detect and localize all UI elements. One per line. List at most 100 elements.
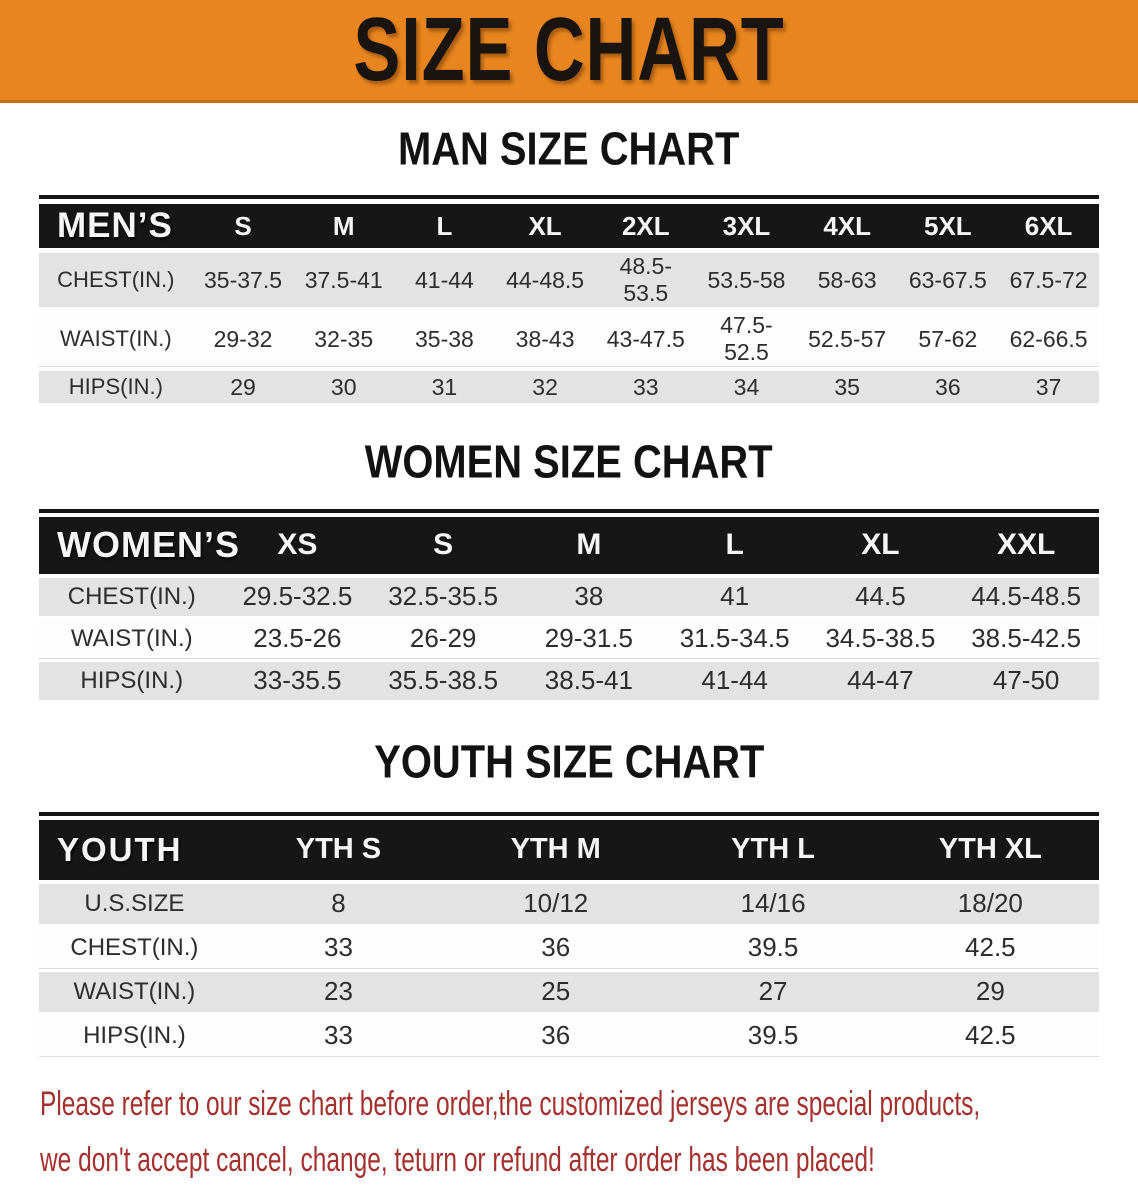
size-value: 57-62: [897, 312, 999, 367]
column-header: XS: [224, 516, 371, 574]
column-header: L: [661, 516, 808, 574]
column-header: M: [293, 204, 395, 249]
row-label: HIPS(IN.): [39, 1015, 230, 1056]
size-value: 36: [447, 927, 665, 968]
table-row: HIPS(IN.) 33 36 39.5 42.5: [39, 1015, 1099, 1056]
column-header: 2XL: [595, 204, 697, 249]
size-value: 29-31.5: [516, 619, 662, 658]
column-header: YTH M: [447, 819, 665, 880]
youth-size-section: YOUTH SIZE CHART YOUTH YTH S YTH M YTH L YTH…: [0, 704, 1138, 1060]
size-value: 67.5-72: [998, 253, 1099, 308]
column-header: 5XL: [897, 204, 999, 249]
table-header-row: WOMEN’S XS S M L XL XXL: [39, 516, 1099, 574]
row-label: HIPS(IN.): [39, 661, 225, 700]
table-corner-label: WOMEN’S: [39, 516, 239, 574]
row-label: CHEST(IN.): [39, 253, 193, 308]
youth-size-table: YOUTH YTH S YTH M YTH L YTH XL U.S.SIZE 8 10/12…: [39, 811, 1099, 1060]
size-value: 53.5-58: [696, 253, 797, 308]
size-value: 32: [494, 371, 596, 404]
size-value: 23.5-26: [224, 619, 371, 658]
size-value: 62-66.5: [998, 312, 1099, 367]
size-value: 30: [293, 371, 395, 404]
row-label: HIPS(IN.): [39, 371, 193, 404]
column-header: YTH S: [229, 819, 448, 880]
size-value: 37.5-41: [293, 253, 395, 308]
women-section-heading-text: WOMEN SIZE CHART: [365, 435, 773, 488]
size-value: 29-32: [192, 312, 294, 367]
table-row: WAIST(IN.) 23.5-26 26-29 29-31.5 31.5-34.5 34…: [39, 619, 1099, 658]
size-value: 38.5-42.5: [953, 619, 1099, 658]
table-corner-label: MEN’S: [39, 204, 193, 249]
size-value: 34: [696, 371, 797, 404]
women-size-table: WOMEN’S XS S M L XL XXL CHEST(IN.) 29.5-32.5 32.5…: [39, 508, 1099, 704]
youth-section-heading: YOUTH SIZE CHART: [0, 704, 1138, 812]
table-row: CHEST(IN.) 35-37.5 37.5-41 41-44 44-48.5 48.5…: [39, 253, 1099, 308]
size-value: 29: [881, 971, 1099, 1012]
size-value: 32-35: [293, 312, 395, 367]
table-row: CHEST(IN.) 33 36 39.5 42.5: [39, 927, 1099, 968]
size-value: 41-44: [394, 253, 495, 308]
size-value: 29.5-32.5: [224, 577, 371, 616]
size-value: 18/20: [881, 883, 1099, 924]
column-header: YTH XL: [881, 819, 1099, 880]
table-header-row: MEN’S S M L XL 2XL 3XL 4XL 5XL 6XL: [39, 204, 1099, 249]
size-value: 38-43: [494, 312, 596, 367]
row-label: CHEST(IN.): [39, 927, 230, 968]
table-row: WAIST(IN.) 29-32 32-35 35-38 38-43 43-47.5 47.…: [39, 312, 1099, 367]
row-label: WAIST(IN.): [39, 619, 225, 658]
size-value: 52.5-57: [796, 312, 898, 367]
column-header: L: [394, 204, 495, 249]
table-row: CHEST(IN.) 29.5-32.5 32.5-35.5 38 41 44.5 44.5…: [39, 577, 1099, 616]
size-value: 36: [897, 371, 999, 404]
table-corner-label: YOUTH: [39, 819, 230, 880]
size-value: 58-63: [796, 253, 898, 308]
column-header: 3XL: [696, 204, 797, 249]
size-value: 63-67.5: [897, 253, 999, 308]
size-value: 29: [192, 371, 294, 404]
table-header-row: YOUTH YTH S YTH M YTH L YTH XL: [39, 819, 1099, 880]
size-value: 35.5-38.5: [370, 661, 516, 700]
size-value: 43-47.5: [595, 312, 697, 367]
size-value: 41-44: [661, 661, 808, 700]
size-chart-title: SIZE CHART: [353, 0, 785, 100]
size-value: 38: [516, 577, 662, 616]
size-value: 41: [661, 577, 808, 616]
size-value: 8: [229, 883, 448, 924]
size-value: 44-47: [807, 661, 954, 700]
man-section-heading-text: MAN SIZE CHART: [398, 122, 740, 175]
size-value: 47.5-52.5: [696, 312, 797, 367]
youth-section-heading-text: YOUTH SIZE CHART: [373, 735, 765, 787]
row-label: CHEST(IN.): [39, 577, 225, 616]
column-header: XL: [494, 204, 596, 249]
size-chart-banner: SIZE CHART: [0, 0, 1138, 103]
women-size-section: WOMEN SIZE CHART WOMEN’S XS S M L XL XXL CHEST(…: [0, 408, 1138, 703]
man-section-heading: MAN SIZE CHART: [0, 103, 1138, 195]
women-section-heading: WOMEN SIZE CHART: [0, 408, 1138, 508]
row-label: U.S.SIZE: [39, 883, 230, 924]
size-value: 35-38: [394, 312, 495, 367]
row-label: WAIST(IN.): [39, 312, 193, 367]
size-value: 31.5-34.5: [661, 619, 808, 658]
row-label: WAIST(IN.): [39, 971, 230, 1012]
size-value: 42.5: [881, 927, 1099, 968]
size-value: 33: [229, 1015, 448, 1056]
disclaimer-line-2: we don't accept cancel, change, teturn o…: [40, 1140, 875, 1179]
column-header: M: [516, 516, 662, 574]
size-value: 14/16: [664, 883, 882, 924]
size-value: 37: [998, 371, 1099, 404]
column-header: XXL: [953, 516, 1099, 574]
size-value: 35: [796, 371, 898, 404]
size-value: 23: [229, 971, 448, 1012]
size-value: 44-48.5: [494, 253, 596, 308]
size-value: 33: [229, 927, 448, 968]
table-row: HIPS(IN.) 29 30 31 32 33 34 35 36 37: [39, 371, 1099, 404]
size-value: 10/12: [447, 883, 665, 924]
column-header: YTH L: [664, 819, 882, 880]
disclaimer-line-1: Please refer to our size chart before or…: [40, 1084, 981, 1123]
man-size-section: MAN SIZE CHART MEN’S S M L XL 2XL 3XL 4XL 5XL 6XL…: [0, 103, 1138, 408]
size-value: 32.5-35.5: [370, 577, 516, 616]
size-value: 39.5: [664, 927, 882, 968]
size-value: 48.5-53.5: [595, 253, 697, 308]
table-row: HIPS(IN.) 33-35.5 35.5-38.5 38.5-41 41-44 44-…: [39, 661, 1099, 700]
